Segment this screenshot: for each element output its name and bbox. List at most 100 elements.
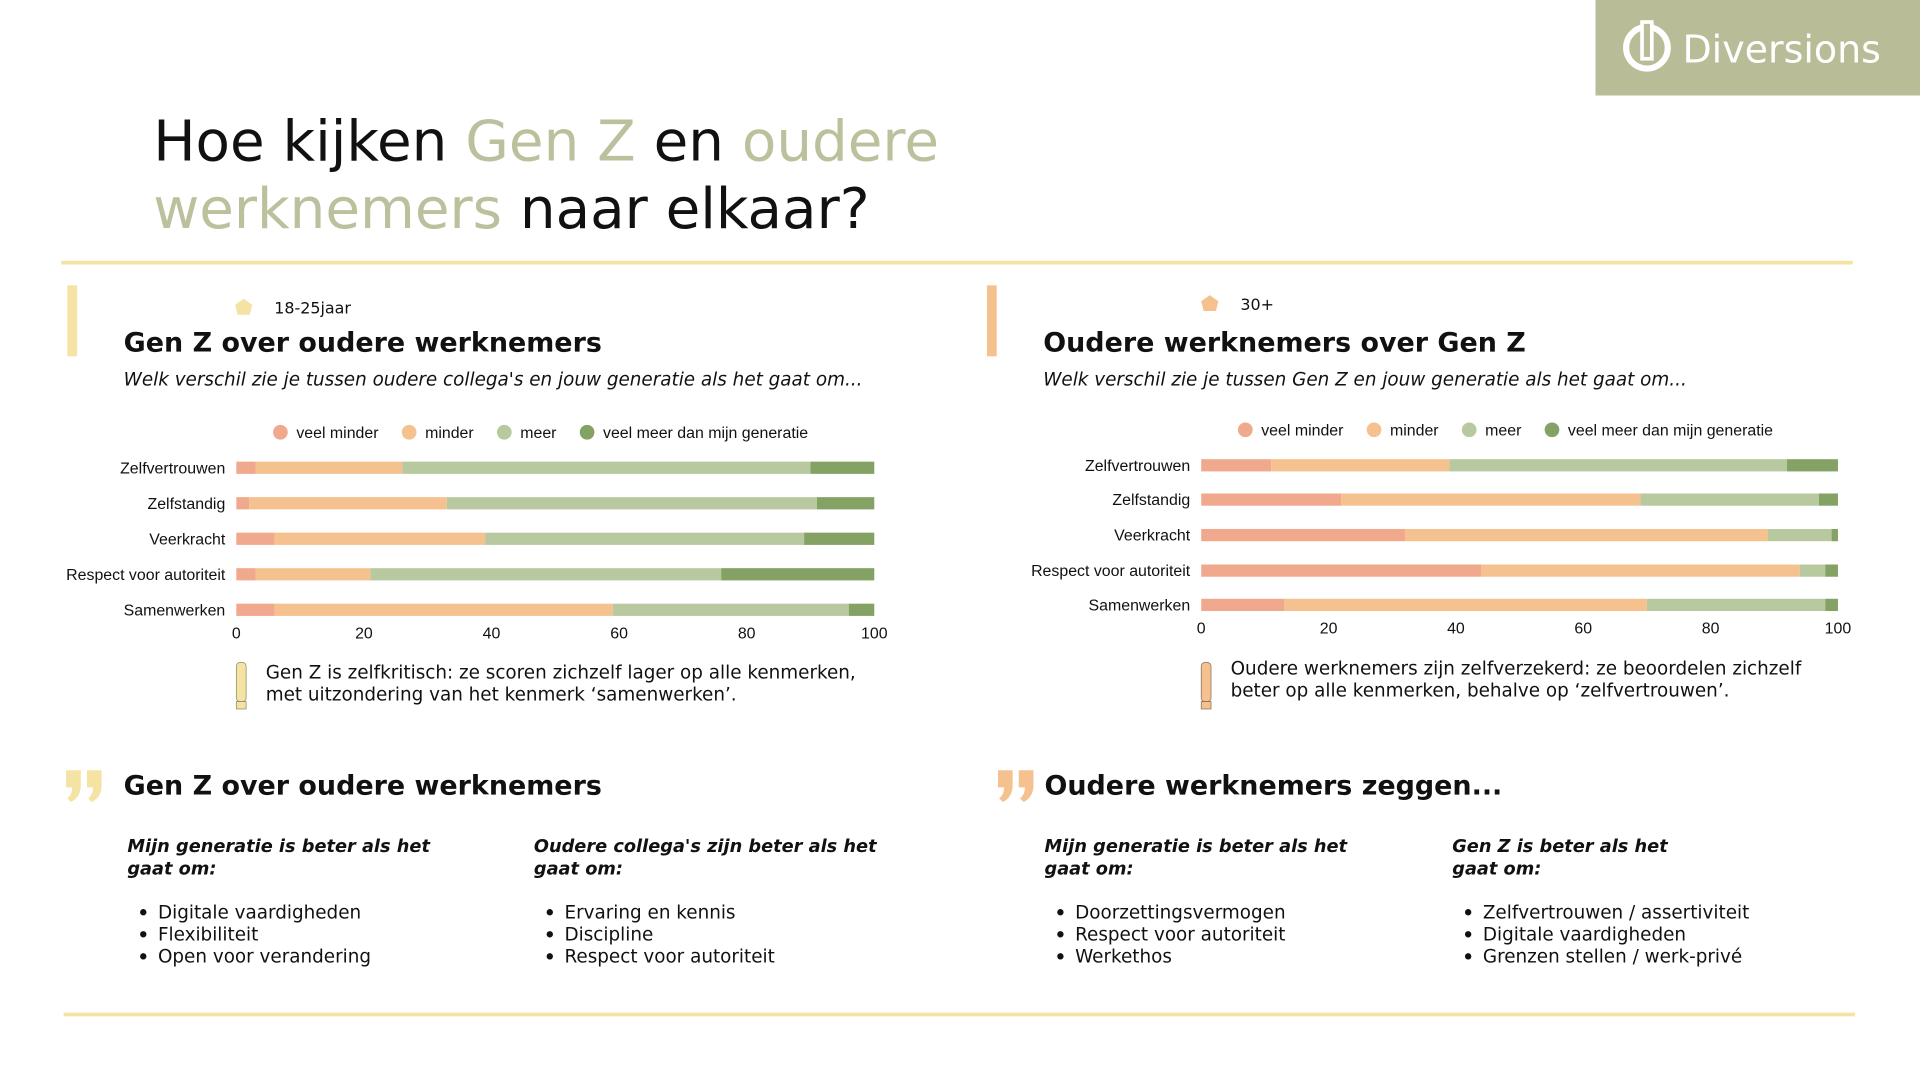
- panel-heading: Oudere werknemers over Gen Z: [1043, 327, 1526, 358]
- bar-segment: [1201, 459, 1272, 472]
- logo-text: Diversions: [1682, 27, 1880, 71]
- bullet: [1464, 909, 1472, 916]
- title-part: naar elkaar?: [502, 177, 870, 242]
- bar-segment: [370, 568, 722, 581]
- bar-segment: [236, 461, 256, 474]
- legend-label: minder: [1390, 422, 1439, 439]
- bullet: [1057, 909, 1064, 916]
- bar-segment: [1449, 459, 1788, 472]
- legend-label: meer: [520, 425, 557, 442]
- list-item: Grenzen stellen / werk-privé: [1483, 946, 1742, 967]
- column-heading: Mijn generatie is beter als het: [1044, 837, 1348, 857]
- title-part: werknemers: [153, 177, 502, 242]
- bar-segment: [804, 532, 875, 545]
- legend-label: veel meer dan mijn generatie: [603, 425, 808, 442]
- legend-label: meer: [1485, 422, 1522, 439]
- bar-segment: [249, 497, 447, 510]
- legend-marker: [273, 424, 288, 440]
- bar-segment: [1799, 564, 1826, 577]
- list-item: Digitale vaardigheden: [1483, 924, 1686, 945]
- title-part: Hoe kijken: [153, 109, 465, 174]
- legend-marker: [1461, 422, 1477, 438]
- x-tick-label: 100: [1825, 621, 1852, 638]
- list-item: Digitale vaardigheden: [158, 902, 361, 923]
- bar-segment: [1825, 564, 1838, 577]
- bar-segment: [1646, 598, 1826, 612]
- title-part: Gen Z: [465, 109, 635, 174]
- x-tick-label: 60: [1574, 621, 1592, 638]
- legend-marker: [579, 424, 595, 440]
- category-label: Zelfstandig: [147, 496, 225, 513]
- note-text: Oudere werknemers zijn zelfverzekerd: ze…: [1231, 659, 1802, 680]
- bar-segment: [1284, 598, 1647, 612]
- panel-bar: [986, 285, 997, 357]
- bullet: [1057, 953, 1064, 960]
- list-item: Open voor verandering: [158, 946, 371, 967]
- quote-icon: [66, 770, 102, 803]
- category-label: Zelfstandig: [1112, 492, 1190, 509]
- category-label: Veerkracht: [1114, 528, 1191, 545]
- bar-segment: [1767, 528, 1832, 542]
- x-tick-label: 80: [738, 626, 756, 643]
- list-item: Respect voor autoriteit: [564, 946, 774, 967]
- charts: veel minder minder meer veel meer dan mijn …: [66, 422, 1851, 642]
- bar-segment: [1201, 598, 1284, 612]
- bar-segment: [1787, 459, 1838, 472]
- x-tick-label: 0: [232, 626, 241, 643]
- legend-label: minder: [425, 425, 474, 442]
- bar-segment: [446, 497, 817, 510]
- panel-bar: [67, 285, 78, 357]
- column-heading: gaat om:: [1044, 859, 1133, 879]
- title-line: Hoe kijken Gen Z en oudere: [64, 109, 993, 174]
- category-label: Veerkracht: [149, 531, 226, 548]
- x-tick-label: 40: [1447, 621, 1465, 638]
- bar-segment: [274, 532, 486, 545]
- bar-segment: [1201, 493, 1342, 506]
- legend-label: veel meer dan mijn generatie: [1568, 422, 1773, 439]
- bar-segment: [255, 461, 403, 474]
- bullet: [1057, 931, 1064, 938]
- legend-marker: [401, 424, 417, 440]
- column-heading: Gen Z is beter als het: [1452, 837, 1669, 857]
- x-tick-label: 80: [1702, 621, 1720, 638]
- bar-segment: [274, 603, 613, 616]
- x-tick-label: 60: [610, 626, 628, 643]
- bar-segment: [236, 497, 250, 510]
- bullet: [140, 909, 147, 916]
- logo-icon-bar: [1640, 20, 1654, 61]
- bar-segment: [1818, 493, 1838, 506]
- list-item: Respect voor autoriteit: [1075, 924, 1285, 945]
- quote-icon: [997, 770, 1034, 803]
- column-heading: Oudere collega's zijn beter als het: [534, 837, 878, 857]
- legend-label: veel minder: [1261, 422, 1344, 439]
- list-item: Discipline: [564, 924, 653, 945]
- panel-question: Welk verschil zie je tussen Gen Z en jou…: [1043, 370, 1687, 391]
- category-label: Zelfvertrouwen: [1085, 458, 1190, 475]
- panel-tag: 30+: [1240, 295, 1274, 314]
- bar-segment: [402, 461, 811, 474]
- title-part: oudere: [742, 109, 939, 174]
- bullet: [1464, 953, 1472, 960]
- bullet: [140, 953, 147, 960]
- bullet: [546, 931, 553, 938]
- bar-segment: [612, 603, 849, 616]
- note-icon: [235, 662, 247, 702]
- bar-segment: [1201, 528, 1405, 542]
- list-item: Doorzettingsvermogen: [1075, 902, 1286, 923]
- panel-question: Welk verschil zie je tussen oudere colle…: [124, 370, 863, 391]
- bullet: [546, 909, 553, 916]
- bar-segment: [1271, 459, 1450, 472]
- bar-segment: [236, 603, 275, 616]
- note-text: beter op alle kenmerken, behalve op ‘zel…: [1231, 681, 1730, 702]
- x-tick-label: 0: [1197, 621, 1206, 638]
- bar-segment: [236, 568, 256, 581]
- quote-heading: Oudere werknemers zeggen...: [1044, 771, 1502, 802]
- bar-segment: [848, 603, 875, 616]
- legend-label: veel minder: [296, 425, 379, 442]
- note-text: Gen Z is zelfkritisch: ze scoren zichzel…: [266, 662, 856, 683]
- column-heading: gaat om:: [534, 859, 623, 879]
- bar-segment: [485, 532, 805, 545]
- bar-segment: [1341, 493, 1641, 506]
- tag-icon: [1201, 295, 1219, 312]
